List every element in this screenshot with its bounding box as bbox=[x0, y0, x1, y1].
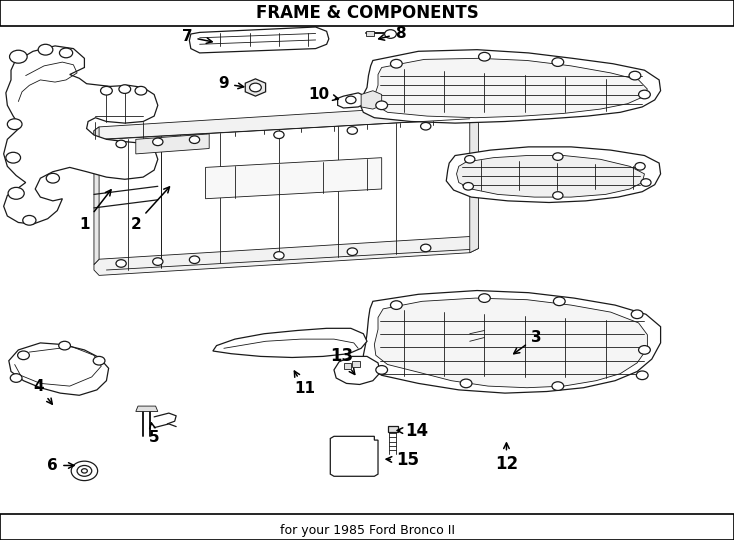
Text: for your 1985 Ford Bronco II: for your 1985 Ford Bronco II bbox=[280, 524, 454, 537]
Circle shape bbox=[553, 153, 563, 160]
Polygon shape bbox=[4, 46, 158, 224]
Text: 4: 4 bbox=[33, 379, 52, 404]
Circle shape bbox=[390, 59, 402, 68]
Text: FRAME & COMPONENTS: FRAME & COMPONENTS bbox=[255, 4, 479, 22]
Circle shape bbox=[153, 138, 163, 146]
Polygon shape bbox=[374, 58, 647, 118]
Polygon shape bbox=[338, 93, 366, 108]
Bar bbox=[0, 514, 734, 540]
Circle shape bbox=[636, 371, 648, 380]
Polygon shape bbox=[363, 291, 661, 393]
Polygon shape bbox=[9, 343, 109, 395]
Circle shape bbox=[10, 50, 27, 63]
Circle shape bbox=[421, 244, 431, 252]
Circle shape bbox=[189, 136, 200, 144]
Circle shape bbox=[479, 294, 490, 302]
Polygon shape bbox=[189, 27, 329, 53]
Circle shape bbox=[639, 346, 650, 354]
Circle shape bbox=[347, 248, 357, 255]
Circle shape bbox=[135, 86, 147, 95]
Circle shape bbox=[153, 258, 163, 265]
Text: 13: 13 bbox=[330, 347, 355, 374]
Polygon shape bbox=[352, 361, 360, 367]
Text: 10: 10 bbox=[309, 87, 338, 102]
Circle shape bbox=[71, 461, 98, 481]
Circle shape bbox=[479, 52, 490, 61]
Polygon shape bbox=[136, 406, 158, 411]
Circle shape bbox=[552, 58, 564, 66]
Text: 2: 2 bbox=[131, 187, 170, 232]
Circle shape bbox=[376, 366, 388, 374]
Circle shape bbox=[553, 192, 563, 199]
Text: 1: 1 bbox=[79, 190, 111, 232]
Circle shape bbox=[635, 163, 645, 170]
Circle shape bbox=[641, 179, 651, 186]
Circle shape bbox=[77, 465, 92, 476]
Polygon shape bbox=[360, 50, 661, 123]
Polygon shape bbox=[94, 237, 479, 275]
Circle shape bbox=[250, 83, 261, 92]
Polygon shape bbox=[470, 116, 479, 253]
Circle shape bbox=[463, 183, 473, 190]
Polygon shape bbox=[344, 363, 351, 369]
Circle shape bbox=[346, 96, 356, 104]
Text: 5: 5 bbox=[149, 423, 159, 445]
Polygon shape bbox=[206, 158, 382, 199]
Circle shape bbox=[6, 152, 21, 163]
Text: 7: 7 bbox=[182, 29, 212, 44]
Circle shape bbox=[38, 44, 53, 55]
Text: 15: 15 bbox=[386, 451, 419, 469]
Circle shape bbox=[189, 256, 200, 264]
Text: 14: 14 bbox=[397, 422, 429, 440]
Circle shape bbox=[46, 173, 59, 183]
Circle shape bbox=[631, 310, 643, 319]
Polygon shape bbox=[94, 127, 99, 265]
Circle shape bbox=[116, 260, 126, 267]
Circle shape bbox=[390, 301, 402, 309]
Polygon shape bbox=[446, 147, 661, 202]
Circle shape bbox=[274, 131, 284, 139]
Polygon shape bbox=[334, 356, 380, 384]
Circle shape bbox=[59, 48, 73, 58]
Circle shape bbox=[81, 469, 87, 473]
Text: 9: 9 bbox=[219, 76, 244, 91]
Text: 8: 8 bbox=[379, 26, 405, 41]
Circle shape bbox=[629, 71, 641, 80]
Polygon shape bbox=[136, 134, 209, 154]
Circle shape bbox=[347, 127, 357, 134]
Polygon shape bbox=[366, 31, 374, 36]
Polygon shape bbox=[361, 91, 382, 109]
Circle shape bbox=[552, 382, 564, 390]
Text: 12: 12 bbox=[495, 443, 518, 474]
Polygon shape bbox=[374, 298, 647, 388]
Circle shape bbox=[59, 341, 70, 350]
Polygon shape bbox=[213, 328, 367, 357]
Circle shape bbox=[23, 215, 36, 225]
Text: 3: 3 bbox=[514, 330, 541, 354]
Circle shape bbox=[460, 379, 472, 388]
Circle shape bbox=[465, 156, 475, 163]
Circle shape bbox=[101, 86, 112, 95]
Text: 6: 6 bbox=[48, 458, 74, 473]
Circle shape bbox=[18, 351, 29, 360]
Circle shape bbox=[10, 374, 22, 382]
Circle shape bbox=[119, 85, 131, 93]
Circle shape bbox=[7, 119, 22, 130]
Circle shape bbox=[8, 187, 24, 199]
Circle shape bbox=[376, 101, 388, 110]
Text: 11: 11 bbox=[294, 371, 315, 396]
Circle shape bbox=[274, 252, 284, 259]
Circle shape bbox=[385, 30, 396, 38]
Circle shape bbox=[639, 90, 650, 99]
Circle shape bbox=[421, 123, 431, 130]
Polygon shape bbox=[457, 156, 644, 197]
Bar bbox=[0, 0, 734, 26]
Circle shape bbox=[93, 356, 105, 365]
Polygon shape bbox=[330, 436, 378, 476]
Polygon shape bbox=[388, 426, 398, 432]
Circle shape bbox=[553, 297, 565, 306]
Circle shape bbox=[116, 140, 126, 148]
Polygon shape bbox=[245, 79, 266, 96]
Polygon shape bbox=[94, 104, 479, 139]
